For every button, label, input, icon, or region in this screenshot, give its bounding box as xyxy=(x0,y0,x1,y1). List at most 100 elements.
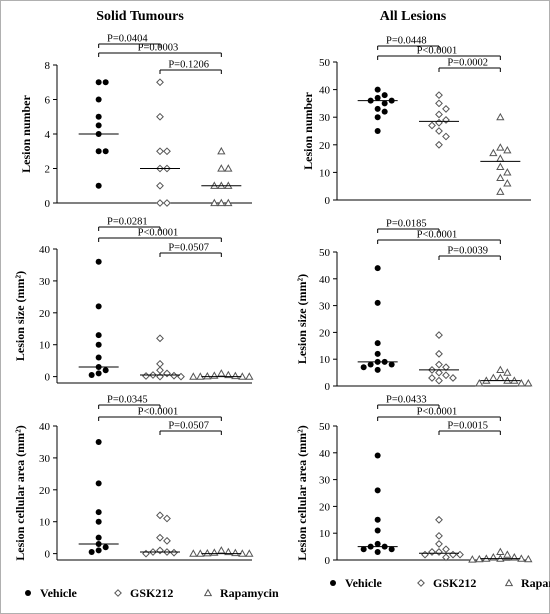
data-point xyxy=(95,509,102,516)
legend-item-vehicle: Vehicle xyxy=(25,586,78,600)
data-point xyxy=(189,549,198,557)
p-value-label: P=0.0507 xyxy=(168,421,209,432)
data-point xyxy=(163,199,171,207)
data-point xyxy=(95,370,102,377)
y-tick-label: 30 xyxy=(319,475,331,487)
data-point xyxy=(468,555,477,563)
y-tick-label: 30 xyxy=(319,301,331,313)
y-axis-label: Lesion cellular area (mm²) xyxy=(13,425,27,560)
column-title-right: All Lesions xyxy=(380,9,447,24)
data-point xyxy=(224,198,233,207)
legend-label: Rapamycin xyxy=(521,576,550,590)
series-gsk212 xyxy=(419,331,459,385)
legend-label: Vehicle xyxy=(40,586,78,600)
data-point xyxy=(435,127,443,135)
y-tick-label: 50 xyxy=(319,421,331,433)
data-point xyxy=(95,332,102,339)
data-point xyxy=(435,99,443,108)
data-point xyxy=(360,546,367,553)
panel-6: 0 10 20 30 40 50 Lesion cellular area (mm²) P=0… xyxy=(295,395,533,567)
data-point xyxy=(496,162,505,170)
y-tick-label: 0 xyxy=(325,381,331,393)
panel-2: 0 10 20 30 40 50 Lesion number P=0.0002P<0.0001… xyxy=(301,36,531,207)
data-point xyxy=(95,341,102,348)
significance-bracket xyxy=(98,43,161,48)
data-point xyxy=(163,369,171,378)
data-point xyxy=(449,374,457,382)
significance-bracket xyxy=(438,255,501,260)
y-tick-label: 40 xyxy=(319,85,331,97)
data-point xyxy=(163,536,171,545)
data-point xyxy=(374,350,381,357)
p-value-label: P=0.0448 xyxy=(386,36,427,47)
data-point xyxy=(360,364,367,371)
data-point xyxy=(496,143,505,151)
p-value-label: P<0.0001 xyxy=(138,407,179,418)
data-point xyxy=(374,366,381,373)
p-value-label: P<0.0001 xyxy=(417,46,458,57)
data-point xyxy=(156,199,164,207)
y-tick-label: 0 xyxy=(45,372,51,384)
data-point xyxy=(374,527,381,534)
data-point xyxy=(381,100,388,107)
legend: Vehicle GSK212 Rapamycin Vehicle GSK212 Rapam… xyxy=(25,576,550,600)
legend-marker xyxy=(417,579,425,587)
data-point xyxy=(95,96,102,103)
data-point xyxy=(95,303,102,310)
series-rapamycin xyxy=(189,546,254,557)
significance-bracket xyxy=(98,404,161,409)
data-point xyxy=(95,258,102,265)
data-point xyxy=(435,110,443,119)
p-value-label: P=0.0507 xyxy=(168,243,209,254)
legend-item-vehicle-right: Vehicle xyxy=(330,576,383,590)
legend-label: GSK212 xyxy=(130,586,173,600)
series-gsk212 xyxy=(419,91,459,149)
series-gsk212 xyxy=(140,511,180,558)
data-point xyxy=(217,164,226,172)
series-rapamycin xyxy=(475,365,533,387)
legend-label: GSK212 xyxy=(433,576,476,590)
data-point xyxy=(374,340,381,347)
legend-label: Rapamycin xyxy=(220,586,279,600)
data-point xyxy=(217,198,226,207)
p-value-label: P=0.0039 xyxy=(447,246,488,257)
significance-bracket xyxy=(438,430,501,435)
data-point xyxy=(524,554,533,563)
data-point xyxy=(475,378,484,387)
significance-bracket xyxy=(98,416,222,421)
data-point xyxy=(156,181,164,190)
data-point xyxy=(442,553,450,562)
series-gsk212 xyxy=(419,515,464,562)
data-point xyxy=(217,546,226,554)
data-point xyxy=(381,108,388,115)
series-rapamycin xyxy=(468,547,533,563)
data-point xyxy=(95,148,102,155)
legend-marker xyxy=(25,590,31,596)
y-tick-label: 10 xyxy=(39,340,51,352)
data-point xyxy=(374,105,381,112)
data-point xyxy=(95,480,102,487)
data-point xyxy=(95,182,102,189)
y-tick-label: 30 xyxy=(39,453,51,465)
data-point xyxy=(517,378,526,387)
data-point xyxy=(189,372,198,380)
data-point xyxy=(88,549,95,556)
data-point xyxy=(142,549,150,558)
data-point xyxy=(88,372,95,379)
data-point xyxy=(156,112,164,121)
data-point xyxy=(435,360,443,369)
data-point xyxy=(374,452,381,459)
data-point xyxy=(435,368,443,377)
y-tick-label: 40 xyxy=(39,244,51,256)
data-point xyxy=(163,514,171,523)
significance-bracket xyxy=(159,69,222,74)
y-tick-label: 0 xyxy=(325,555,331,567)
y-tick-label: 20 xyxy=(319,501,331,513)
data-point xyxy=(435,515,443,524)
series-vehicle xyxy=(78,79,119,189)
p-value-label: P<0.0001 xyxy=(417,407,458,418)
data-point xyxy=(102,79,109,86)
data-point xyxy=(156,533,164,542)
data-point xyxy=(374,114,381,121)
y-tick-label: 10 xyxy=(319,167,331,179)
